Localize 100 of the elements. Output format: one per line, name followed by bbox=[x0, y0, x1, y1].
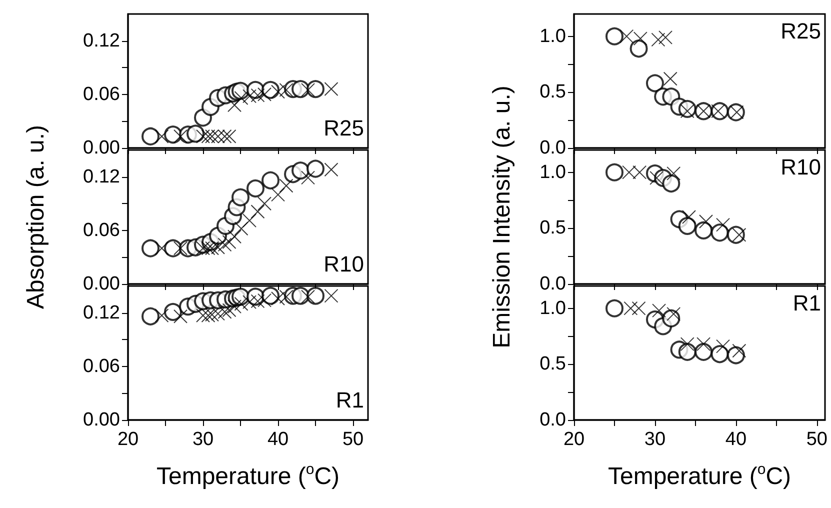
point bbox=[142, 127, 160, 146]
x-tick-label: 50 bbox=[342, 429, 364, 450]
point bbox=[211, 129, 225, 144]
point bbox=[696, 337, 711, 352]
point bbox=[279, 178, 294, 193]
point bbox=[694, 221, 713, 240]
point bbox=[716, 218, 730, 232]
x-tick-label: 30 bbox=[192, 429, 214, 450]
point bbox=[222, 235, 236, 250]
y-axis-title: Absorption (a. u.) bbox=[22, 124, 50, 310]
y-axis-title: Emission Intensity (a. u.) bbox=[488, 86, 516, 348]
point bbox=[174, 241, 188, 256]
point bbox=[682, 210, 696, 224]
point bbox=[205, 308, 219, 322]
point bbox=[632, 165, 647, 180]
annotation: R1 bbox=[336, 388, 364, 412]
y-tick-label: 1.0 bbox=[540, 26, 566, 47]
point bbox=[242, 214, 256, 228]
y-tick-label: 0.00 bbox=[83, 138, 120, 158]
point bbox=[606, 299, 624, 318]
x-tick-label: 20 bbox=[117, 429, 139, 450]
y-tick-label: 0.00 bbox=[83, 274, 120, 294]
y-tick-label: 0.06 bbox=[83, 220, 120, 241]
y-tick-label: 0.12 bbox=[83, 166, 120, 188]
point bbox=[632, 301, 646, 316]
point bbox=[606, 27, 624, 46]
x-tick-label: 20 bbox=[563, 429, 585, 450]
point bbox=[222, 303, 236, 318]
y-tick-label: 0.0 bbox=[540, 274, 566, 294]
point bbox=[646, 74, 664, 92]
point bbox=[710, 224, 729, 242]
point bbox=[678, 216, 696, 235]
point bbox=[142, 307, 160, 326]
point bbox=[186, 124, 204, 143]
point bbox=[324, 288, 338, 303]
point bbox=[201, 129, 216, 144]
point bbox=[301, 82, 315, 97]
y-tick-label: 0.12 bbox=[83, 302, 120, 324]
point bbox=[228, 230, 242, 244]
point bbox=[211, 306, 225, 321]
point bbox=[218, 238, 232, 252]
annotation: R1 bbox=[792, 290, 821, 316]
point bbox=[666, 166, 681, 180]
y-tick-label: 1.0 bbox=[540, 298, 566, 319]
y-tick-label: 1.0 bbox=[540, 162, 566, 183]
point bbox=[663, 72, 678, 86]
point bbox=[271, 292, 285, 306]
point bbox=[228, 98, 242, 112]
y-tick-label: 0.5 bbox=[540, 82, 566, 103]
point bbox=[678, 342, 696, 361]
point bbox=[154, 308, 169, 322]
point bbox=[262, 171, 280, 190]
x-tick-label: 40 bbox=[725, 429, 747, 450]
point bbox=[620, 29, 634, 44]
annotation: R25 bbox=[780, 18, 821, 44]
point bbox=[218, 304, 232, 319]
point bbox=[250, 204, 265, 219]
point bbox=[234, 222, 248, 236]
point bbox=[606, 163, 624, 182]
annotation: R10 bbox=[324, 252, 364, 276]
point bbox=[662, 174, 680, 192]
point bbox=[271, 188, 285, 202]
point bbox=[174, 309, 188, 324]
point bbox=[306, 80, 324, 98]
point bbox=[154, 241, 169, 256]
point bbox=[698, 214, 713, 228]
y-tick-label: 0.5 bbox=[540, 354, 566, 375]
y-tick-label: 0.00 bbox=[83, 410, 120, 430]
point bbox=[196, 129, 210, 144]
x-tick-label: 50 bbox=[806, 429, 828, 450]
point bbox=[716, 339, 730, 354]
point bbox=[633, 32, 648, 46]
point bbox=[211, 240, 225, 254]
point bbox=[680, 337, 694, 352]
y-tick-label: 0.06 bbox=[83, 84, 120, 105]
point bbox=[292, 162, 310, 180]
point bbox=[228, 300, 242, 314]
point bbox=[196, 308, 210, 322]
point bbox=[174, 129, 188, 144]
y-tick-label: 0.06 bbox=[83, 356, 120, 377]
annotation: R10 bbox=[780, 154, 821, 180]
point bbox=[301, 170, 315, 185]
y-tick-label: 0.12 bbox=[83, 30, 120, 52]
x-tick-label: 40 bbox=[267, 429, 289, 450]
point bbox=[622, 165, 636, 180]
point bbox=[710, 345, 729, 364]
point bbox=[324, 162, 338, 177]
point bbox=[301, 290, 315, 304]
point bbox=[306, 160, 324, 178]
y-tick-label: 0.5 bbox=[540, 218, 566, 239]
point bbox=[271, 84, 285, 99]
point bbox=[222, 129, 236, 144]
point bbox=[232, 188, 250, 206]
point bbox=[694, 342, 713, 361]
point bbox=[205, 129, 219, 144]
point bbox=[142, 239, 160, 258]
point bbox=[324, 82, 338, 96]
point bbox=[201, 308, 216, 322]
point bbox=[658, 30, 672, 44]
point bbox=[306, 286, 324, 305]
